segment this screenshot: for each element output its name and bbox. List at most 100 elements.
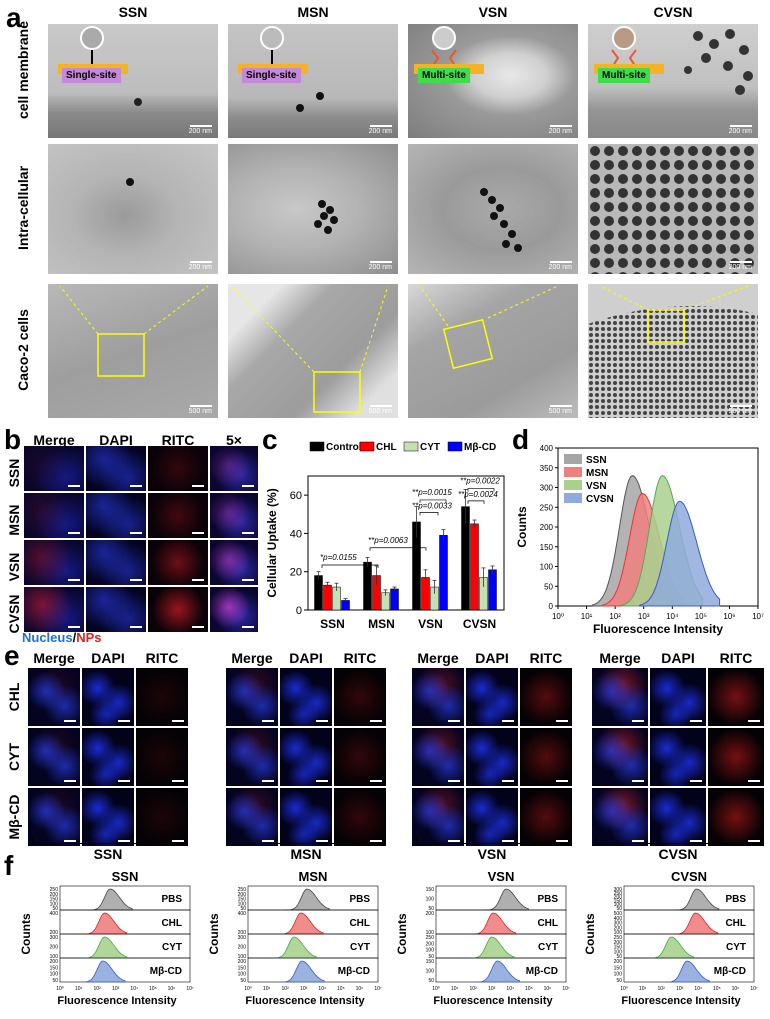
legend-label: CVSN: [586, 494, 614, 505]
bar: [314, 575, 323, 611]
scale-bar: [172, 720, 184, 722]
e-fluor-image: [708, 788, 764, 846]
x-tick-label: SSN: [320, 617, 345, 631]
tem-vsn-membrane: Multi-site 200 nm: [408, 24, 578, 138]
col-head-ssn: SSN: [118, 4, 148, 20]
scale-bar: [130, 485, 142, 487]
e-col-dapi: DAPI: [289, 650, 323, 666]
scale-bar: [632, 720, 644, 722]
legend-swatch: [564, 480, 582, 490]
e-row-1: CYT: [6, 743, 22, 771]
x-tick-label: 10³: [300, 986, 308, 992]
y-tick-label: 20: [290, 567, 302, 579]
scale-bar: 200 nm: [369, 261, 392, 271]
y-tick-label: 400: [614, 916, 623, 922]
scale-bar: 500 nm: [729, 405, 752, 415]
f-group-title: SSN: [112, 869, 139, 884]
legend-label: VSN: [586, 481, 607, 492]
e-fluor-image: [412, 668, 464, 726]
y-tick-label: 200: [614, 925, 623, 931]
sig-bracket: [467, 488, 495, 492]
scale-bar: 200 nm: [189, 125, 212, 135]
b-fluor-image: [148, 587, 208, 632]
b-fluor-image: [24, 493, 84, 538]
y-tick-label: 100: [238, 972, 247, 978]
y-tick-label: 200: [614, 959, 623, 965]
y-tick-label: 150: [238, 965, 247, 971]
e-fluor-image: [226, 788, 278, 846]
legend-label: Control: [326, 442, 362, 453]
sig-bracket: [419, 512, 439, 516]
legend-label: Mβ-CD: [464, 442, 496, 453]
y-tick-label: 200: [614, 895, 623, 901]
scale-bar: [370, 780, 382, 782]
f-condition-label: Mβ-CD: [338, 966, 370, 977]
row-label-caco2: Caco-2 cells: [15, 309, 31, 391]
f-histogram: [271, 936, 317, 959]
tem-ssn-membrane: Single-site 200 nm: [48, 24, 218, 138]
e-fluor-image: [520, 728, 572, 786]
b-row-ssn: SSN: [6, 458, 22, 488]
x-tick-label: 10⁶: [356, 986, 364, 992]
y-tick-label: 150: [614, 945, 623, 951]
y-tick-label: 100: [50, 901, 59, 907]
f-histogram: [82, 936, 128, 959]
f-histogram: [475, 960, 521, 983]
e-fluor-image: [466, 728, 518, 786]
scale-bar: [68, 485, 80, 487]
f-condition-label: CYT: [162, 942, 182, 953]
tem-ssn-caco2: 500 nm: [48, 284, 218, 418]
f-condition-label: PBS: [161, 894, 182, 905]
y-tick-label: 50: [616, 978, 622, 984]
col-head-vsn: VSN: [478, 4, 508, 20]
e-fluor-image: [466, 668, 518, 726]
y-tick-label: 0: [549, 602, 554, 611]
f-histogram: [470, 912, 516, 935]
x-axis-label: Fluorescence Intensity: [245, 995, 365, 1007]
bar: [488, 569, 497, 611]
histogram-cvsn: [639, 500, 721, 607]
x-tick-label: 10¹: [75, 986, 83, 992]
y-axis-label: Counts: [19, 913, 33, 955]
x-axis-label: Fluorescence Intensity: [433, 995, 553, 1007]
b-caption: Nucleus/NPs: [22, 630, 102, 645]
scale-bar: [448, 840, 460, 842]
e-fluor-image: [280, 728, 332, 786]
scale-bar: [192, 485, 204, 487]
f-histogram: [673, 912, 719, 935]
x-tick-label: 10⁶: [723, 612, 735, 621]
legend-label: CHL: [376, 442, 397, 453]
scale-bar: 200 nm: [189, 261, 212, 271]
y-tick-label: 200: [426, 941, 435, 947]
e-fluor-image: [82, 788, 134, 846]
e-fluor-image: [592, 668, 648, 726]
scale-bar: 200 nm: [549, 125, 572, 135]
b-row-msn: MSN: [6, 504, 22, 536]
scale-bar: [130, 626, 142, 628]
tem-ssn-intracellular: 200 nm: [48, 144, 218, 274]
y-tick-label: 150: [426, 887, 435, 893]
scale-bar: [130, 532, 142, 534]
y-tick-label: 150: [540, 543, 554, 552]
scale-bar: [690, 720, 702, 722]
e-fluor-image: [592, 728, 648, 786]
e-fluor-image: [334, 668, 386, 726]
y-tick-label: 150: [614, 898, 623, 904]
f-condition-label: CYT: [538, 942, 558, 953]
scale-bar: [690, 840, 702, 842]
e-col-dapi: DAPI: [91, 650, 125, 666]
scale-bar: 200 nm: [729, 125, 752, 135]
f-histogram: [674, 888, 720, 911]
x-tick-label: 10⁵: [525, 986, 533, 992]
b-fluor-image: [210, 587, 258, 632]
y-tick-label: 100: [614, 949, 623, 955]
y-tick-label: 200: [426, 911, 435, 917]
sig-bracket: [467, 500, 485, 504]
scale-bar: [262, 720, 274, 722]
panel-label-b: b: [4, 424, 22, 455]
f-condition-label: PBS: [537, 894, 558, 905]
y-tick-label: 50: [616, 954, 622, 960]
scale-bar: [316, 780, 328, 782]
e-fluor-image: [650, 788, 706, 846]
b-col-5x: 5×: [226, 432, 242, 448]
